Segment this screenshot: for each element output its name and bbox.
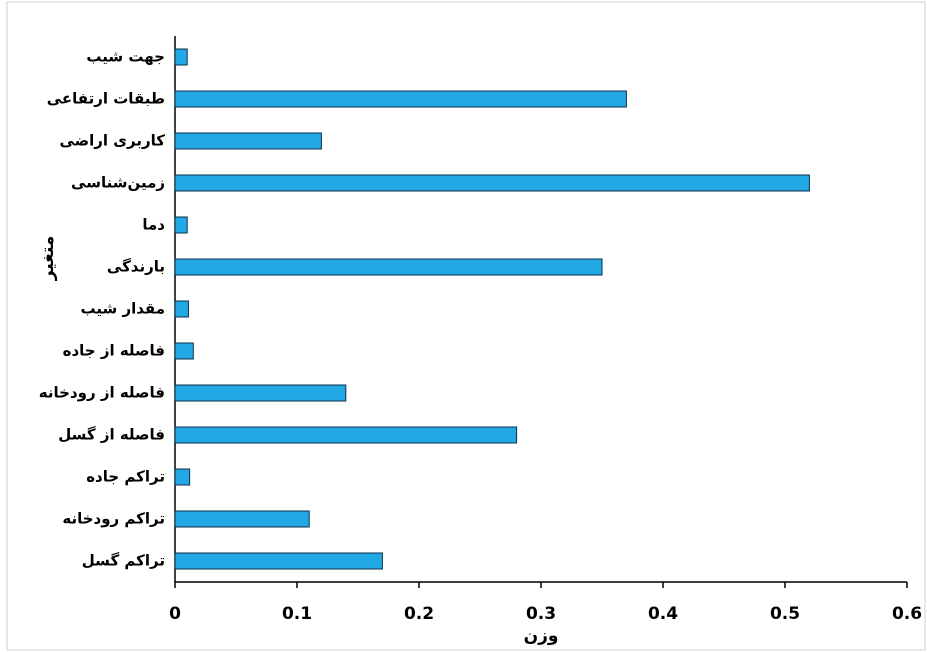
bar	[174, 426, 518, 444]
y-tick-label: جهت شیب	[86, 48, 165, 66]
y-axis-label: متغیر	[38, 236, 58, 282]
bar	[174, 342, 194, 360]
x-axis-label: وزن	[524, 626, 559, 646]
y-tick-label: فاصله از رودخانه	[39, 384, 165, 402]
y-tick-label: دما	[142, 216, 165, 234]
bar	[174, 552, 383, 570]
y-tick-label: تراکم رودخانه	[62, 510, 165, 528]
y-tick-label: تراکم جاده	[86, 468, 165, 486]
y-tick-label: زمین‌شناسی	[71, 174, 165, 192]
x-tick-label: 0.4	[648, 604, 678, 624]
bar	[174, 174, 810, 192]
x-tick-label: 0.1	[282, 604, 312, 624]
y-tick-label: بارندگی	[107, 258, 165, 276]
x-tick-label: 0	[169, 604, 181, 624]
bar	[174, 468, 191, 486]
y-tick-label: فاصله از گسل	[58, 426, 165, 444]
chart-frame	[6, 1, 926, 651]
bar	[174, 384, 347, 402]
x-tick-label: 0.3	[526, 604, 556, 624]
bar	[174, 216, 188, 234]
x-tick-label: 0.5	[770, 604, 800, 624]
bar	[174, 510, 310, 528]
y-tick-label: مقدار شیب	[81, 300, 166, 318]
y-tick-label: کاربری اراضی	[59, 132, 165, 150]
y-tick-label: طبقات ارتفاعی	[47, 90, 165, 108]
bar	[174, 300, 189, 318]
y-tick-label: فاصله از جاده	[63, 342, 165, 360]
bar	[174, 132, 322, 150]
bar	[174, 48, 188, 66]
x-tick-label: 0.6	[892, 604, 922, 624]
y-tick-label: تراکم گسل	[82, 552, 165, 570]
bar	[174, 90, 627, 108]
x-tick-label: 0.2	[404, 604, 434, 624]
bar	[174, 258, 603, 276]
